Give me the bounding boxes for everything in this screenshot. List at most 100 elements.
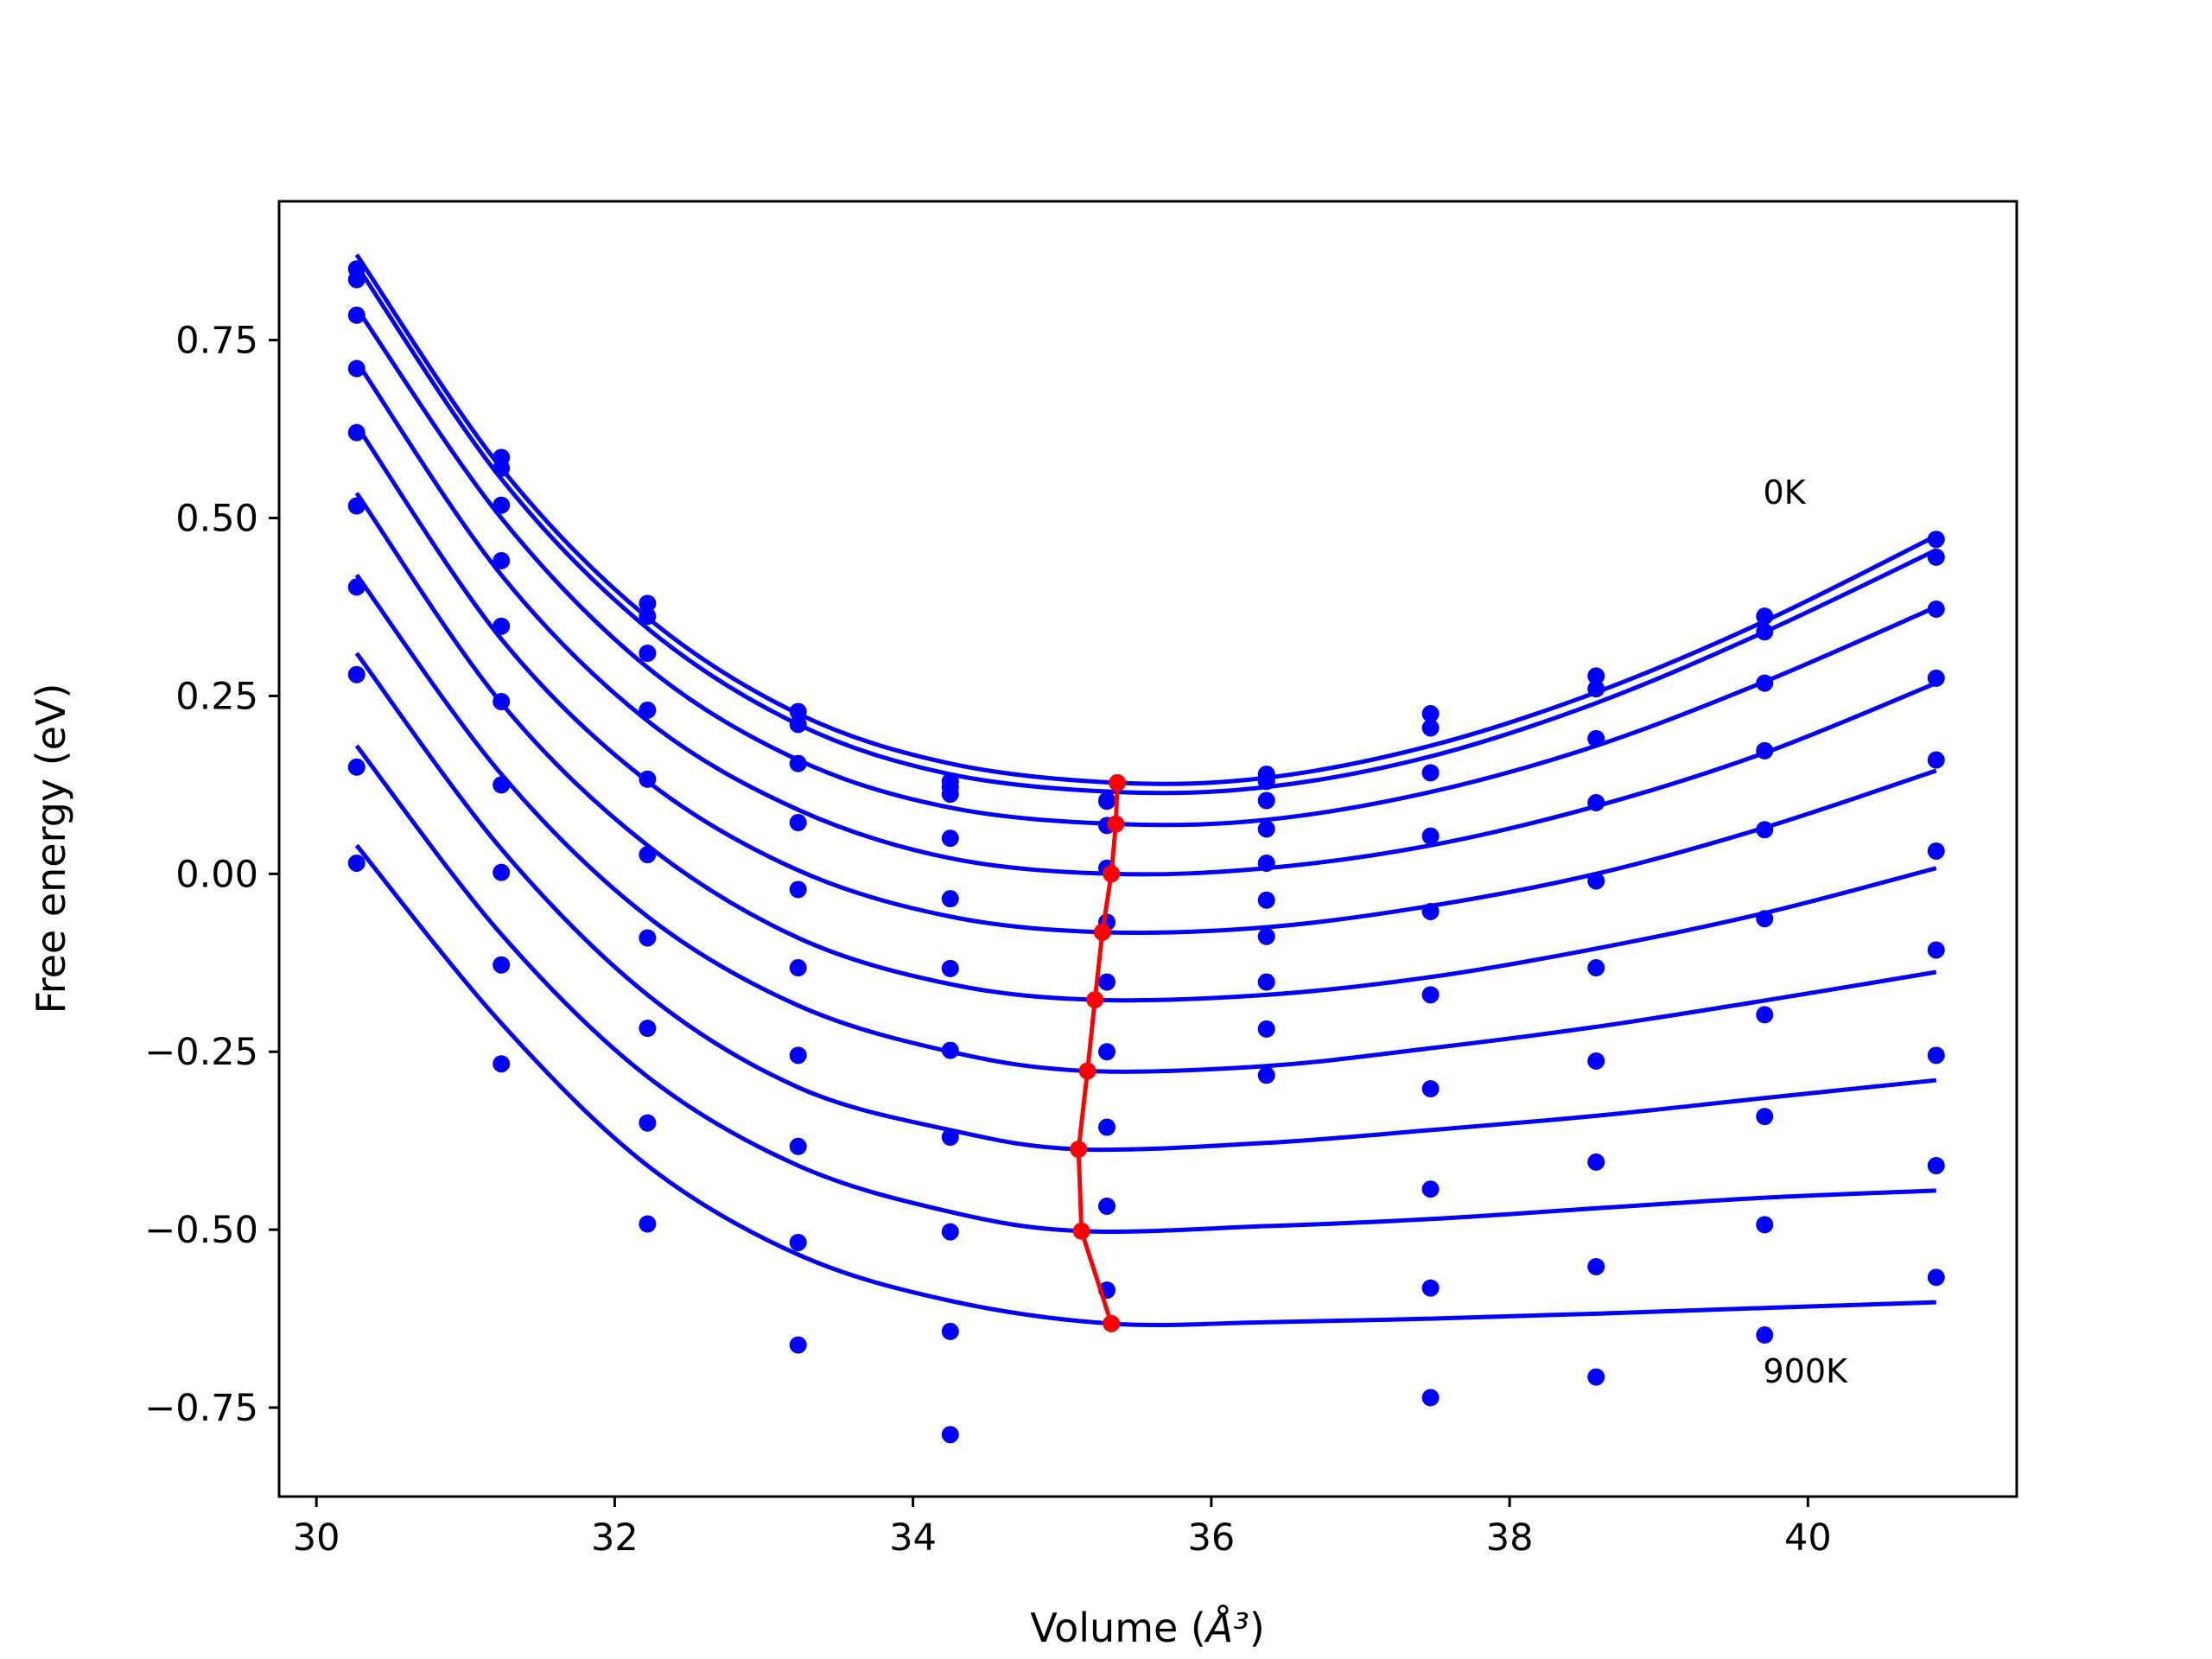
- data-point: [639, 770, 657, 788]
- data-point: [639, 1020, 657, 1038]
- minimum-point: [1109, 773, 1127, 791]
- data-point: [1421, 827, 1440, 845]
- data-point: [1587, 1052, 1605, 1070]
- x-tick-label: 32: [591, 1516, 639, 1560]
- x-tick-label: 38: [1486, 1516, 1534, 1560]
- data-point: [639, 594, 657, 613]
- data-point: [1756, 607, 1774, 626]
- data-point: [1257, 820, 1275, 838]
- annotations: 0K 900K: [1764, 474, 1849, 1390]
- data-point: [493, 776, 511, 794]
- minimum-point: [1086, 991, 1104, 1009]
- minimum-point: [1093, 923, 1111, 941]
- data-point: [1421, 1279, 1440, 1297]
- data-point: [1587, 1368, 1605, 1386]
- data-point: [1257, 927, 1275, 945]
- data-point: [347, 497, 365, 515]
- data-point: [789, 1336, 807, 1354]
- temperature-annotation: 900K: [1764, 1352, 1849, 1390]
- y-tick-label: 0.00: [175, 853, 258, 896]
- data-point: [789, 1233, 807, 1251]
- x-tick-label: 40: [1784, 1516, 1832, 1560]
- data-point: [1421, 1080, 1440, 1098]
- minimum-point: [1103, 865, 1121, 883]
- data-point: [1257, 854, 1275, 872]
- data-point: [1257, 891, 1275, 909]
- data-point: [1421, 1389, 1440, 1407]
- data-point: [639, 607, 657, 626]
- minimum-point: [1070, 1141, 1088, 1159]
- data-point: [639, 929, 657, 947]
- data-point: [1421, 902, 1440, 920]
- data-point: [1756, 741, 1774, 760]
- data-point: [1587, 1257, 1605, 1275]
- data-point: [639, 645, 657, 663]
- data-point: [1756, 1326, 1774, 1344]
- data-point: [1927, 669, 1945, 687]
- data-point: [941, 1041, 959, 1059]
- data-point: [789, 754, 807, 772]
- data-point: [347, 758, 365, 776]
- data-point: [1257, 1020, 1275, 1038]
- fit-curve-4: [354, 424, 1937, 936]
- data-points: [347, 260, 1945, 1444]
- x-tick-label: 34: [889, 1516, 937, 1560]
- data-point: [1257, 791, 1275, 810]
- data-point: [347, 306, 365, 324]
- x-axis-label: Volume (Å³): [1030, 1605, 1265, 1651]
- data-point: [1756, 910, 1774, 928]
- fit-curve-3: [354, 359, 1937, 877]
- fit-curve-9: [354, 843, 1936, 1328]
- minimum-point: [1107, 815, 1125, 833]
- data-point: [1927, 751, 1945, 769]
- minimum-point: [1103, 1314, 1121, 1332]
- data-point: [347, 270, 365, 289]
- data-point: [639, 1114, 657, 1132]
- plot-frame: [277, 200, 2018, 1498]
- data-point: [347, 423, 365, 442]
- data-point: [1098, 1043, 1116, 1061]
- data-point: [493, 617, 511, 635]
- data-point: [1421, 764, 1440, 782]
- data-point: [1756, 1108, 1774, 1126]
- data-point: [1098, 791, 1116, 810]
- data-point: [941, 1128, 959, 1147]
- data-point: [1587, 1153, 1605, 1171]
- y-tick-label: −0.50: [144, 1209, 258, 1252]
- data-point: [347, 665, 365, 683]
- minimum-point: [1072, 1222, 1090, 1240]
- y-axis-label: Free energy (eV): [28, 683, 74, 1014]
- data-point: [789, 715, 807, 734]
- y-tick-label: 0.25: [175, 675, 258, 718]
- data-point: [1421, 1180, 1440, 1198]
- data-point: [1927, 941, 1945, 959]
- data-point: [1756, 1216, 1774, 1234]
- data-point: [639, 701, 657, 719]
- data-point: [941, 1322, 959, 1340]
- data-point: [493, 1055, 511, 1073]
- data-point: [1587, 729, 1605, 747]
- data-point: [493, 551, 511, 569]
- y-axis-ticks: 0.75 0.50 0.25 0.00 −0.25 −0.50 −0.75: [144, 320, 279, 1430]
- fit-curve-1: [354, 264, 1937, 796]
- data-point: [1756, 674, 1774, 692]
- data-point: [1927, 548, 1945, 566]
- data-point: [1927, 600, 1945, 618]
- data-point: [347, 359, 365, 378]
- data-point: [941, 778, 959, 796]
- data-point: [1098, 1118, 1116, 1136]
- data-point: [1098, 973, 1116, 991]
- fit-curves: [354, 253, 1937, 1328]
- data-point: [941, 1426, 959, 1444]
- data-point: [1927, 842, 1945, 860]
- x-tick-label: 36: [1188, 1516, 1236, 1560]
- data-point: [1927, 531, 1945, 549]
- data-point: [493, 459, 511, 477]
- data-point: [941, 890, 959, 908]
- data-point: [1587, 680, 1605, 698]
- data-point: [493, 496, 511, 514]
- data-point: [1587, 872, 1605, 890]
- data-point: [493, 956, 511, 974]
- data-point: [1257, 973, 1275, 991]
